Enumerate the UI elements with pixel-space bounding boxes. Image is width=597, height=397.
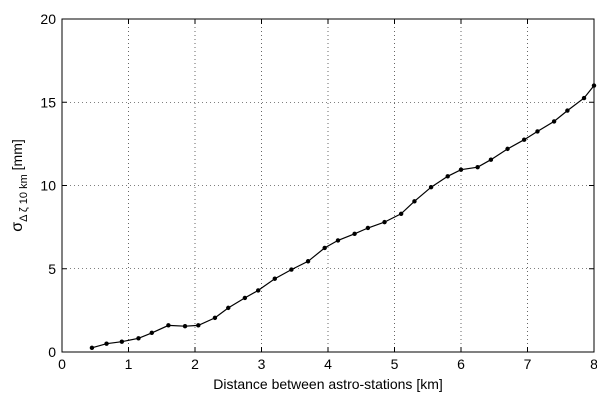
data-point: [305, 259, 311, 264]
y-axis-label-unit: [mm]: [9, 139, 25, 174]
data-point: [565, 108, 570, 113]
data-point: [475, 164, 480, 170]
data-point: [505, 146, 510, 152]
x-tick-label: 6: [457, 356, 465, 372]
x-tick-label: 5: [391, 356, 399, 372]
y-tick-label: 5: [48, 261, 56, 277]
y-tick-label: 15: [40, 94, 56, 110]
ticks: [61, 18, 595, 353]
data-point: [89, 345, 95, 351]
data-point: [196, 323, 201, 328]
data-point: [182, 323, 188, 329]
y-tick-label: 0: [48, 344, 56, 360]
x-tick-label: 0: [58, 356, 66, 372]
x-tick-label: 8: [590, 356, 597, 372]
data-point: [551, 119, 557, 124]
data-point: [272, 276, 277, 281]
grid: [62, 19, 594, 352]
data-point: [488, 157, 494, 162]
data-point: [521, 137, 527, 142]
y-axis-label-main: σ: [9, 222, 26, 232]
data-point: [149, 330, 154, 336]
x-tick-label: 2: [191, 356, 199, 372]
y-tick-label: 20: [40, 11, 56, 27]
data-point: [591, 83, 597, 88]
data-point: [382, 219, 387, 225]
data-point: [445, 174, 450, 179]
series-line: [91, 85, 595, 349]
y-tick-label: 10: [40, 178, 56, 194]
data-point: [365, 225, 371, 231]
data-point: [136, 336, 141, 341]
data-point: [535, 129, 540, 134]
data-point: [398, 211, 404, 217]
x-tick-label: 1: [125, 356, 133, 372]
data-point: [322, 245, 327, 251]
data-point: [255, 288, 261, 293]
y-axis-label: σΔ ζ 10 km [mm]: [9, 139, 30, 232]
y-tick-labels: 0 5 10 15 20: [40, 11, 56, 360]
data-point: [242, 295, 248, 301]
data-point: [581, 95, 587, 101]
data-point: [119, 339, 125, 344]
data-series: [89, 83, 597, 351]
data-point: [335, 238, 341, 243]
data-point: [458, 167, 464, 172]
data-point: [412, 199, 417, 204]
x-axis-label: Distance between astro-stations [km]: [213, 376, 443, 392]
data-point: [428, 184, 434, 190]
x-tick-label: 7: [524, 356, 532, 372]
data-point: [212, 315, 218, 321]
data-point: [166, 323, 171, 328]
x-tick-labels: 0 1 2 3 4 5 6 7 8: [58, 356, 597, 372]
x-tick-label: 3: [258, 356, 266, 372]
x-tick-label: 4: [324, 356, 332, 372]
data-point: [352, 231, 357, 236]
data-point: [104, 341, 109, 346]
data-point: [289, 267, 294, 272]
y-axis-label-subscript: Δ ζ 10 km: [18, 174, 30, 222]
data-point: [226, 305, 231, 311]
